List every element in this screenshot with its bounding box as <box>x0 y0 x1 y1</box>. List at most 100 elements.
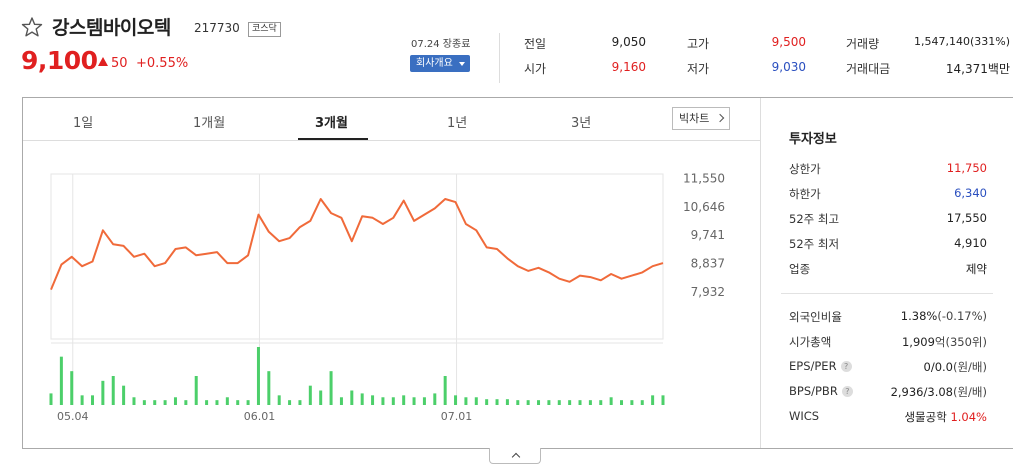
collapse-chart-button[interactable] <box>489 448 541 464</box>
volume-bar <box>256 347 260 405</box>
caret-down-icon <box>459 62 465 66</box>
invest-row-value: 6,340 <box>954 186 987 200</box>
invest-row-label-wrap: 시가총액 <box>789 334 831 350</box>
volume-bar <box>173 397 177 405</box>
volume-bar <box>661 395 665 405</box>
price-change-value: 50 <box>111 56 128 71</box>
investment-info-panel: 투자정보 상한가 11,750 하한가 6,340 52주 최고 17,550 52주 최저… <box>760 98 1013 448</box>
x-tick-label: 06.01 <box>244 410 276 423</box>
prev-value: 9,050 <box>611 35 646 49</box>
stock-name: 강스템바이오텍 <box>52 17 171 39</box>
invest-row-extra: 1.04% <box>946 410 987 424</box>
invest-row-value: 4,910 <box>954 236 987 250</box>
volume-bar <box>205 400 209 405</box>
volume-bar <box>412 397 416 405</box>
volume-bar <box>225 397 229 405</box>
tab-3year[interactable]: 3년 <box>571 116 592 131</box>
invest-row-extra: (원/배) <box>952 385 987 399</box>
volume-bar <box>474 397 478 405</box>
volume-bar <box>620 400 624 405</box>
volume-bar <box>142 400 146 405</box>
volume-bar <box>640 400 644 405</box>
invest-row-label-wrap: BPS/PBR? <box>789 384 853 398</box>
invest-row-label-wrap: 외국인비율 <box>789 309 842 325</box>
volume-bar <box>588 400 592 405</box>
invest-row-value: 0/0.0 <box>923 360 953 374</box>
volume-bar <box>443 376 447 405</box>
volume-bar <box>630 400 634 405</box>
volume-bar <box>505 399 509 405</box>
tab-3month[interactable]: 3개월 <box>315 116 348 131</box>
company-overview-label: 회사개요 <box>416 58 453 69</box>
volume-bar <box>111 376 115 405</box>
invest-row-value: 17,550 <box>946 211 987 225</box>
volume-bar <box>236 400 240 405</box>
plot-frame <box>50 173 664 340</box>
invest-row-extra: 억(350위) <box>934 335 987 349</box>
volume-bar <box>526 400 530 405</box>
trade-amount: 14,371백만 <box>900 60 1010 77</box>
market-badge: 코스닥 <box>248 22 281 37</box>
chevron-up-icon <box>511 452 521 462</box>
volume-bar <box>485 399 489 405</box>
volume-bar <box>360 393 364 405</box>
invest-row-value: 1,909 <box>901 335 935 349</box>
volume-bar <box>516 400 520 405</box>
favorite-star-icon[interactable] <box>21 16 43 38</box>
volume-bar <box>422 397 426 405</box>
up-triangle-icon <box>98 57 108 66</box>
volume-bar <box>557 400 561 405</box>
volume-bar <box>381 397 385 405</box>
high-label: 고가 <box>687 37 710 51</box>
invest-row-label: BPS/PBR <box>789 384 838 398</box>
volume-bar <box>59 356 63 405</box>
volume-bar <box>433 393 437 405</box>
low-value: 9,030 <box>771 60 806 74</box>
invest-row-label: EPS/PER <box>789 359 837 373</box>
help-icon[interactable]: ? <box>840 361 852 372</box>
volume-bar <box>495 399 499 405</box>
volume-bar <box>651 395 655 405</box>
company-overview-button[interactable]: 회사개요 <box>410 55 470 72</box>
current-price: 9,100 <box>21 46 98 75</box>
invest-row-label: 52주 최저 <box>789 237 840 251</box>
big-chart-button[interactable]: 빅차트 <box>672 107 730 130</box>
tab-1month[interactable]: 1개월 <box>193 116 226 131</box>
invest-row-label: 52주 최고 <box>789 212 840 226</box>
volume-bar <box>90 395 94 405</box>
invest-row-label: 하한가 <box>789 187 821 201</box>
price-line <box>50 198 664 290</box>
volume-bar <box>547 400 551 405</box>
help-icon[interactable]: ? <box>841 386 853 397</box>
volume-bar <box>599 400 603 405</box>
tab-1year[interactable]: 1년 <box>447 116 468 131</box>
volume-bar <box>49 393 53 405</box>
invest-row-value: 생물공학 <box>904 410 947 424</box>
x-tick-label: 07.01 <box>441 410 473 423</box>
invest-row-value-wrap: 생물공학 1.04% <box>904 409 987 425</box>
volume-bar <box>339 397 343 405</box>
y-tick-label: 8,837 <box>691 256 725 270</box>
volume-bar <box>277 395 281 405</box>
volume-bar <box>70 371 74 405</box>
invest-row-value-wrap: 1,909억(350위) <box>902 334 987 350</box>
x-tick-label: 05.04 <box>57 410 89 423</box>
volume-label: 거래량 <box>846 37 880 51</box>
volume-bar <box>609 397 613 405</box>
active-tab-underline <box>298 138 368 140</box>
volume-bar <box>454 395 458 405</box>
invest-row-extra: (-0.17%) <box>937 309 987 323</box>
volume-bar <box>371 395 375 405</box>
stock-code: 217730 <box>194 21 240 35</box>
volume-bar <box>267 371 271 405</box>
tab-1day[interactable]: 1일 <box>73 116 94 131</box>
invest-row-value-wrap: 2,936/3.08(원/배) <box>891 384 987 400</box>
y-tick-label: 7,932 <box>691 285 725 299</box>
y-tick-label: 10,646 <box>683 200 725 214</box>
period-tabs: 1일 1개월 3개월 1년 3년 빅차트 <box>23 98 760 141</box>
volume-bar <box>288 400 292 405</box>
divider <box>499 33 500 83</box>
chart-panel: 1일 1개월 3개월 1년 3년 빅차트 05.04 06.01 07.01 11,5… <box>22 97 1013 449</box>
volume-bar <box>122 385 126 405</box>
y-tick-label: 9,741 <box>691 228 725 242</box>
